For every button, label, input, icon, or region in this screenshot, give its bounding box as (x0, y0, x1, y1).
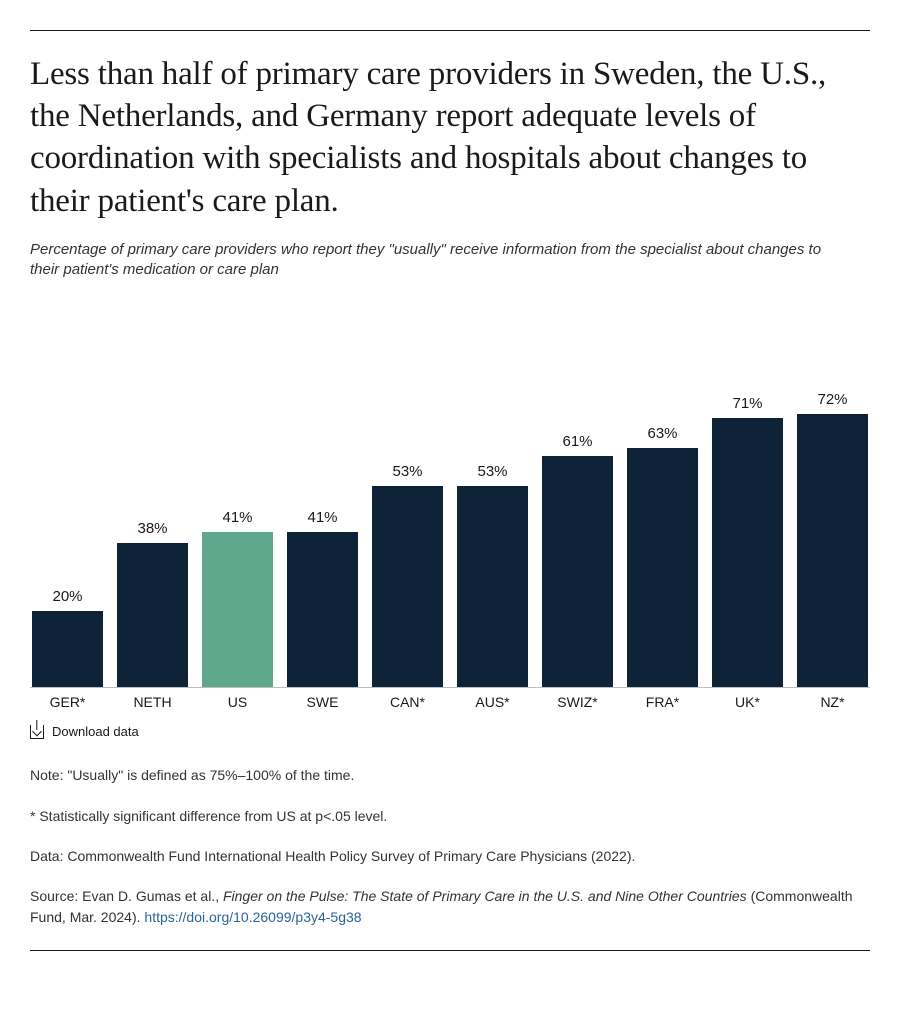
bar-rect (372, 486, 443, 687)
axis-label: GER* (32, 694, 103, 710)
axis-label: US (202, 694, 273, 710)
axis-label: FRA* (627, 694, 698, 710)
bottom-rule (30, 950, 870, 951)
bar-value-label: 63% (647, 425, 677, 442)
bar-chart: 20% 38% 41% 41% 53% 53% 61% 63% 71% 72% (30, 308, 870, 688)
bar-value-label: 53% (392, 463, 422, 480)
bar-rect (287, 532, 358, 688)
axis-label: CAN* (372, 694, 443, 710)
bar-rect (457, 486, 528, 687)
bar-value-label: 41% (307, 509, 337, 526)
download-icon (30, 725, 44, 739)
bar-value-label: 38% (137, 520, 167, 537)
chart-title: Less than half of primary care providers… (30, 53, 870, 222)
bar-can: 53% (372, 463, 443, 687)
bar-us: 41% (202, 509, 273, 688)
axis-label: SWE (287, 694, 358, 710)
axis-label: AUS* (457, 694, 528, 710)
bar-rect (627, 448, 698, 687)
bar-ger: 20% (32, 588, 103, 687)
bar-rect (797, 414, 868, 688)
bar-uk: 71% (712, 395, 783, 688)
chart-subtitle: Percentage of primary care providers who… (30, 240, 850, 281)
source-link[interactable]: https://doi.org/10.26099/p3y4-5g38 (144, 909, 361, 925)
bar-rect (542, 456, 613, 688)
bar-aus: 53% (457, 463, 528, 687)
bar-rect (32, 611, 103, 687)
bar-value-label: 72% (817, 391, 847, 408)
axis-label: SWIZ* (542, 694, 613, 710)
note-data: Data: Commonwealth Fund International He… (30, 846, 870, 866)
note-significance: * Statistically significant difference f… (30, 806, 870, 826)
bar-rect (202, 532, 273, 688)
source-title: Finger on the Pulse: The State of Primar… (223, 888, 747, 904)
bar-swe: 41% (287, 509, 358, 688)
bar-value-label: 71% (732, 395, 762, 412)
axis-label: NETH (117, 694, 188, 710)
bar-value-label: 53% (477, 463, 507, 480)
bar-neth: 38% (117, 520, 188, 687)
source-prefix: Source: Evan D. Gumas et al., (30, 888, 223, 904)
bar-fra: 63% (627, 425, 698, 687)
download-label: Download data (52, 724, 139, 739)
bar-swiz: 61% (542, 433, 613, 688)
top-rule (30, 30, 870, 31)
axis-label: UK* (712, 694, 783, 710)
bar-value-label: 61% (562, 433, 592, 450)
note-usually: Note: "Usually" is defined as 75%–100% o… (30, 765, 870, 785)
bar-rect (117, 543, 188, 687)
x-axis: GER* NETH US SWE CAN* AUS* SWIZ* FRA* UK* NZ* (30, 688, 870, 710)
source-citation: Source: Evan D. Gumas et al., Finger on … (30, 886, 870, 928)
axis-label: NZ* (797, 694, 868, 710)
bar-rect (712, 418, 783, 688)
download-data-button[interactable]: Download data (30, 724, 139, 739)
bar-value-label: 20% (52, 588, 82, 605)
bar-value-label: 41% (222, 509, 252, 526)
bar-nz: 72% (797, 391, 868, 688)
